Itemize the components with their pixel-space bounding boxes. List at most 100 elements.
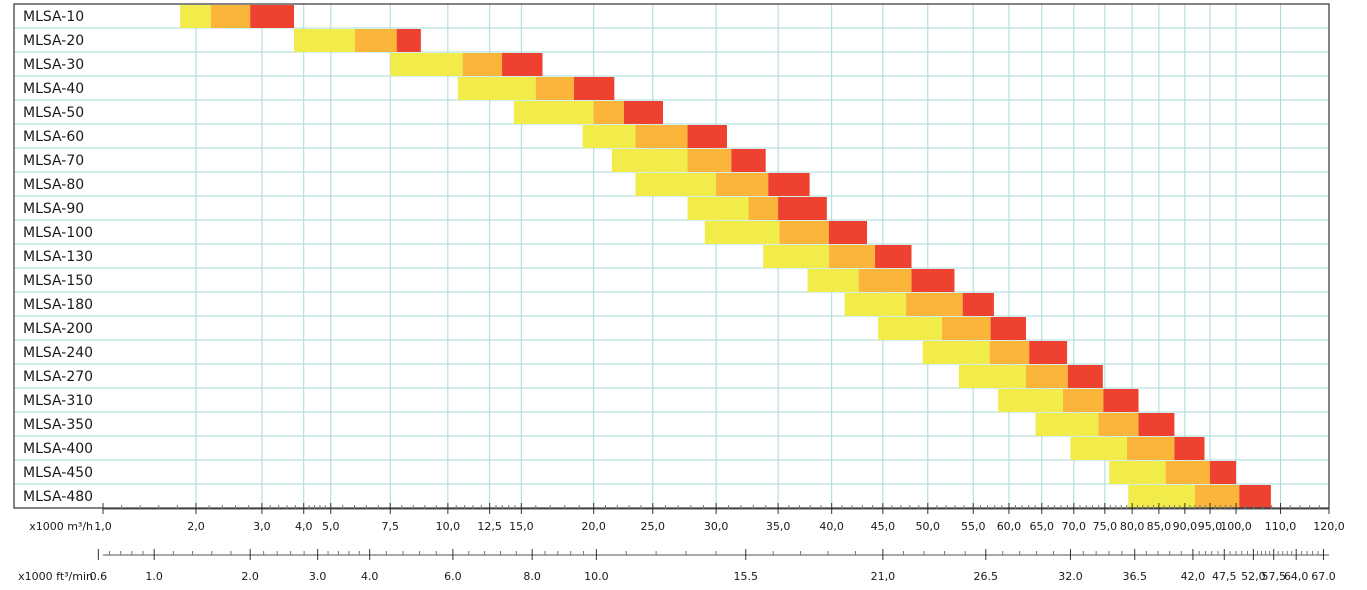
bar-segment-low (687, 197, 749, 220)
tick-label: 57,5 (1261, 570, 1286, 583)
bar-segment-low (1109, 461, 1166, 484)
bar-segment-high (828, 221, 868, 244)
tick-label: 10.0 (584, 570, 609, 583)
bar-segment-mid (593, 101, 624, 124)
row-label: MLSA-350 (23, 417, 93, 433)
tick-label: 45,0 (871, 520, 896, 533)
row-label: MLSA-50 (23, 105, 84, 121)
tick-label: 15,0 (509, 520, 534, 533)
bar-segment-high (990, 317, 1026, 340)
bar-segment-mid (462, 53, 503, 76)
bar-segment-high (731, 149, 766, 172)
tick-label: 100,0 (1220, 520, 1252, 533)
tick-label: 80,0 (1120, 520, 1145, 533)
bar-segment-mid (941, 317, 991, 340)
tick-label: 1,0 (94, 520, 112, 533)
bar-segment-mid (858, 269, 912, 292)
tick-label: 2,0 (187, 520, 205, 533)
bar-segment-high (250, 5, 294, 28)
tick-label: 2.0 (241, 570, 259, 583)
bar-segment-mid (354, 29, 397, 52)
bar-segment-high (1239, 485, 1271, 508)
bar-segment-low (878, 317, 942, 340)
bar-segment-mid (1165, 461, 1211, 484)
row-label: MLSA-130 (23, 249, 93, 265)
tick-label: 70,0 (1062, 520, 1087, 533)
bar-segment-high (962, 293, 994, 316)
tick-label: 3.0 (309, 570, 327, 583)
bar-segment-high (687, 125, 727, 148)
axis-title: x1000 ft³/min (18, 570, 93, 583)
bar-segment-high (768, 173, 810, 196)
tick-label: 35,0 (766, 520, 791, 533)
row-label: MLSA-150 (23, 273, 93, 289)
row-label: MLSA-450 (23, 465, 93, 481)
range-bars (180, 5, 1271, 508)
tick-label: 75,0 (1093, 520, 1118, 533)
tick-label: 25,0 (641, 520, 666, 533)
row-label: MLSA-70 (23, 153, 84, 169)
row-labels: MLSA-10 MLSA-20 MLSA-30 MLSA-40 MLSA-50 MLSA-… (23, 9, 93, 505)
bar-segment-low (513, 101, 594, 124)
tick-label: 26.5 (974, 570, 999, 583)
bar-segment-mid (748, 197, 779, 220)
bar-segment-low (1128, 485, 1195, 508)
bar-segment-high (1138, 413, 1175, 436)
tick-label: 10,0 (436, 520, 461, 533)
tick-label: 64,0 (1284, 570, 1309, 583)
bar-segment-low (958, 365, 1026, 388)
row-label: MLSA-240 (23, 345, 93, 361)
bar-segment-high (1210, 461, 1237, 484)
plot-frame (13, 3, 1330, 509)
tick-label: 6.0 (444, 570, 462, 583)
tick-label: 32.0 (1058, 570, 1083, 583)
bar-segment-low (611, 149, 688, 172)
bar-segment-low (582, 125, 636, 148)
tick-label: 65,0 (1030, 520, 1055, 533)
row-label: MLSA-20 (23, 33, 84, 49)
bar-segment-mid (1098, 413, 1139, 436)
bar-segment-low (390, 53, 463, 76)
tick-label: 21,0 (871, 570, 896, 583)
tick-label: 4,0 (295, 520, 313, 533)
tick-label: 50,0 (916, 520, 941, 533)
bar-segment-mid (635, 125, 688, 148)
bar-segment-high (1029, 341, 1068, 364)
row-label: MLSA-10 (23, 9, 84, 25)
bar-segment-mid (1062, 389, 1104, 412)
bar-segment-mid (989, 341, 1030, 364)
tick-label: 12,5 (477, 520, 502, 533)
row-label: MLSA-310 (23, 393, 93, 409)
bar-segment-low (180, 5, 211, 28)
bar-segment-mid (1194, 485, 1240, 508)
row-label: MLSA-80 (23, 177, 84, 193)
bar-segment-high (1103, 389, 1139, 412)
tick-label: 0.6 (90, 570, 108, 583)
bar-segment-low (807, 269, 859, 292)
row-label: MLSA-90 (23, 201, 84, 217)
bar-segment-high (1067, 365, 1103, 388)
tick-label: 40,0 (819, 520, 844, 533)
bar-segment-high (623, 101, 663, 124)
bar-segment-mid (906, 293, 963, 316)
row-label: MLSA-480 (23, 489, 93, 505)
bar-segment-mid (1126, 437, 1175, 460)
bar-segment-high (573, 77, 615, 100)
bar-segment-low (704, 221, 780, 244)
tick-label: 47,5 (1212, 570, 1237, 583)
bar-segment-low (457, 77, 536, 100)
tick-label: 67.0 (1311, 570, 1336, 583)
row-label: MLSA-40 (23, 81, 84, 97)
tick-label: 55,0 (961, 520, 986, 533)
tick-label: 4.0 (361, 570, 379, 583)
tick-label: 8.0 (523, 570, 541, 583)
row-label: MLSA-270 (23, 369, 93, 385)
tick-label: 3,0 (253, 520, 271, 533)
bar-segment-high (911, 269, 955, 292)
tick-label: 120,0 (1313, 520, 1345, 533)
tick-label: 30,0 (704, 520, 729, 533)
row-label: MLSA-180 (23, 297, 93, 313)
row-label: MLSA-200 (23, 321, 93, 337)
secondary-x-axis: 0.6 1.0 2.0 3.0 4.0 6.0 8.0 10.0 15.5 21,0 26.5 32.… (18, 549, 1336, 583)
